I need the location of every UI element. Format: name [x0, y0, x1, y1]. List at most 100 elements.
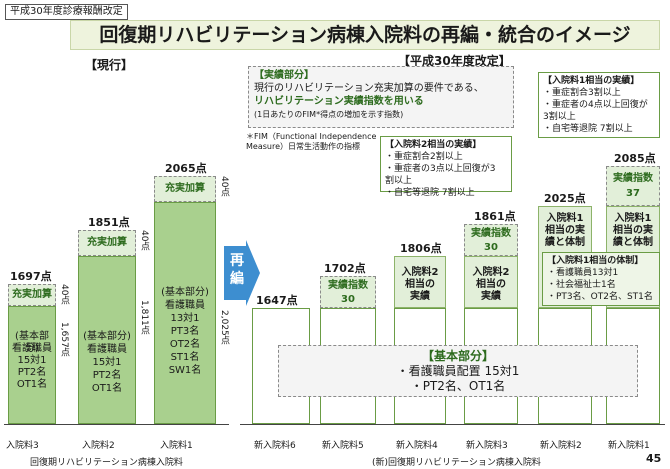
reorganize-arrow-text: 再 編	[227, 252, 247, 288]
new-bar4-performance: 入院料2 相当の 実績	[394, 256, 446, 308]
performance-box-line3: (1日あたりのFIM*得点の増加を示す指数)	[254, 110, 404, 119]
rank2-performance-note: 【入院料2相当の実績】 ・重症割合2割以上 ・重症者の3点以上回復が3 割以上 …	[380, 136, 512, 198]
new-bar1-name: 新入院料1	[608, 441, 650, 451]
current-axis-label: 回復期リハビリテーション病棟入院料	[30, 458, 183, 468]
new-bar5-index: 実績指数 30	[320, 276, 376, 308]
new-bar3-index-value: 30	[484, 242, 498, 253]
current-bar1-base-line4: PT3名	[170, 326, 200, 337]
current-bar3-base-line5: OT1名	[16, 379, 48, 390]
new-bar1-index: 実績指数 37	[606, 166, 660, 206]
reorganize-arrow-icon	[224, 240, 260, 306]
current-bar2-base-line1: (基本部分)	[83, 331, 131, 342]
new-bar3-performance: 入院料2 相当の 実績	[464, 256, 518, 308]
current-bar1-base-line2: 看護職員	[165, 300, 205, 311]
current-bar3-base: (基本部分) 看護職員 15対1 PT2名 OT1名	[8, 306, 56, 424]
current-bar2-name: 入院料2	[82, 441, 115, 451]
current-bar2-base-line2: 看護職員	[87, 344, 127, 355]
performance-box-title: 【実績部分】	[254, 70, 314, 81]
new-bar2-name: 新入院料2	[540, 441, 582, 451]
performance-box-line2: リハビリテーション実績指数を用いる	[254, 96, 424, 107]
new-bar5-name: 新入院料5	[322, 441, 364, 451]
rank2-note-line2: ・重症者の3点以上回復が3	[385, 164, 496, 174]
current-section-label: 【現行】	[85, 58, 134, 72]
new-bar4-total: 1806点	[400, 242, 442, 255]
new-bar1-index-label: 実績指数	[613, 173, 653, 184]
current-bar2-base-line3: 15対1	[92, 357, 122, 368]
current-bar3-base-line4: PT2名	[17, 367, 47, 378]
new-bar2-mid2: 相当の実	[545, 225, 585, 236]
structure-note-line3: ・PT3名、OT2名、ST1名	[547, 292, 653, 302]
page-number: 45	[646, 452, 662, 465]
revised-axis-label: (新)回復期リハビリテーション病棟入院料	[372, 458, 541, 468]
new-bar2-mid3: 績と体制	[545, 237, 585, 248]
current-bar2-base-line5: OT1名	[91, 383, 123, 394]
new-bar3-index-label: 実績指数	[471, 228, 511, 239]
new-bar4-name: 新入院料4	[396, 441, 438, 451]
rank1-structure-note: 【入院料1相当の体制】 ・看護職員13対1 ・社会福祉士1名 ・PT3名、OT2…	[542, 252, 660, 306]
current-bar2-base-line4: PT2名	[92, 370, 122, 381]
rank1-note-line2: ・重症者の4点以上回復が	[543, 100, 648, 110]
new-bar2-mid1: 入院料1	[546, 213, 584, 224]
new-bar3-name: 新入院料3	[466, 441, 508, 451]
current-bar3-addon: 充実加算	[8, 284, 56, 306]
current-bar1-name: 入院料1	[160, 441, 193, 451]
current-bar3-base-line2: 看護職員	[12, 343, 52, 354]
current-bar1-addon: 充実加算	[154, 176, 216, 202]
current-bar3-total: 1697点	[10, 270, 52, 283]
rank1-note-line1: ・重症割合3割以上	[543, 88, 621, 98]
current-bar1-base-line6: ST1名	[170, 352, 200, 363]
current-bar1-base-line1: (基本部分)	[161, 287, 209, 298]
rank2-note-line4: ・自宅等退院 7割以上	[385, 188, 475, 198]
current-bar3-name: 入院料3	[6, 441, 39, 451]
base-part-title: 【基本部分】	[421, 349, 494, 363]
performance-box-line1: 現行のリハビリテーション充実加算の要件である、	[254, 83, 484, 94]
current-bar1-total: 2065点	[165, 162, 207, 175]
fim-footnote-line2: Measure）日常生活動作の指標	[246, 142, 360, 151]
current-bar2-total: 1851点	[88, 216, 130, 229]
new-bar4-mid3: 実績	[410, 291, 430, 302]
fim-footnote: ＊FIM（Functional Independence Measure）日常生…	[246, 132, 376, 152]
new-bar4-mid1: 入院料2	[401, 267, 439, 278]
new-bar2-total: 2025点	[544, 192, 586, 205]
current-bar1-base: (基本部分) 看護職員 13対1 PT3名 OT2名 ST1名 SW1名	[154, 202, 216, 424]
revision-tag: 平成30年度診療報酬改定	[5, 4, 128, 20]
revised-axis-line	[240, 424, 665, 425]
rank1-note-line4: ・自宅等退院 7割以上	[543, 124, 633, 134]
current-bar1-addon-value: 40点	[219, 176, 229, 197]
rank1-note-title: 【入院料1相当の実績】	[543, 76, 640, 86]
structure-note-line2: ・社会福祉士1名	[547, 280, 616, 290]
new-bar5-index-value: 30	[341, 294, 355, 305]
performance-box: 【実績部分】 現行のリハビリテーション充実加算の要件である、 リハビリテーション…	[248, 66, 514, 128]
new-bar6-name: 新入院料6	[254, 441, 296, 451]
reorganize-arrow-char2: 編	[230, 271, 244, 287]
current-bar1-base-line5: OT2名	[169, 339, 201, 350]
current-bar2-base-value: 1,811点	[139, 300, 149, 335]
new-bar4-mid2: 相当の	[405, 279, 435, 290]
reorganize-arrow-char1: 再	[230, 253, 244, 269]
new-bar1-mid1: 入院料1	[614, 213, 652, 224]
new-bar1-total: 2085点	[614, 152, 656, 165]
current-axis-line	[4, 424, 229, 425]
current-bar3-base-line1: (基本部分)	[15, 331, 49, 354]
current-bar2-addon-value: 40点	[139, 230, 149, 251]
current-bar1-base-line3: 13対1	[170, 313, 200, 324]
base-part-line2: ・PT2名、OT1名	[410, 379, 506, 393]
page-title: 回復期リハビリテーション病棟入院料の再編・統合のイメージ	[70, 20, 660, 50]
current-bar3-base-value: 1,657点	[59, 322, 69, 357]
new-bar3-mid3: 実績	[481, 291, 501, 302]
current-bar2-base: (基本部分) 看護職員 15対1 PT2名 OT1名	[78, 256, 136, 424]
rank2-note-title: 【入院料2相当の実績】	[385, 140, 482, 150]
new-bar6-total: 1647点	[256, 294, 298, 307]
structure-note-title: 【入院料1相当の体制】	[547, 256, 644, 266]
base-part-box: 【基本部分】 ・看護職員配置 15対1 ・PT2名、OT1名	[278, 345, 638, 397]
new-bar3-mid1: 入院料2	[472, 267, 510, 278]
new-bar1-mid3: 績と体制	[613, 237, 653, 248]
current-bar3-base-line3: 15対1	[17, 355, 47, 366]
rank1-note-line3: 3割以上	[543, 112, 576, 122]
rank1-performance-note: 【入院料1相当の実績】 ・重症割合3割以上 ・重症者の4点以上回復が 3割以上 …	[538, 72, 660, 138]
rank2-note-line3: 割以上	[385, 176, 413, 186]
current-bar3-addon-value: 40点	[59, 284, 69, 305]
new-bar3-index: 実績指数 30	[464, 224, 518, 256]
base-part-line1: ・看護職員配置 15対1	[396, 364, 520, 378]
structure-note-line1: ・看護職員13対1	[547, 268, 619, 278]
